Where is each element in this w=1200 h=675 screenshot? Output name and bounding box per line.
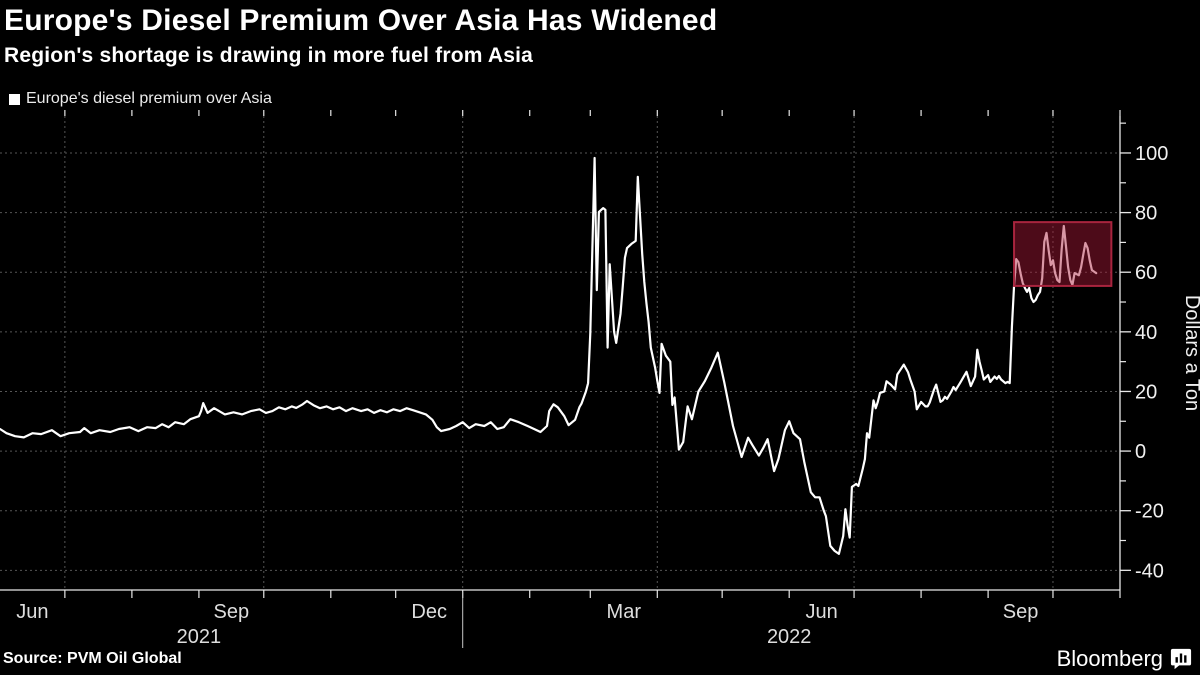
x-month-label: Jun bbox=[805, 601, 837, 623]
source-note: Source: PVM Oil Global bbox=[3, 650, 182, 667]
y-tick-label: 0 bbox=[1135, 441, 1146, 463]
y-tick-label: -20 bbox=[1135, 501, 1164, 523]
bloomberg-branding: Bloomberg bbox=[1057, 646, 1192, 672]
highlight-box bbox=[1013, 221, 1113, 287]
y-tick-label: 80 bbox=[1135, 203, 1157, 225]
x-month-label: Mar bbox=[607, 601, 642, 623]
y-tick-label: 100 bbox=[1135, 143, 1168, 165]
y-tick-label: 60 bbox=[1135, 262, 1157, 284]
y-axis-title: Dollars a Ton bbox=[1181, 295, 1200, 411]
series-line bbox=[0, 156, 1098, 556]
x-month-label: Sep bbox=[214, 601, 250, 623]
chart-title: Europe's Diesel Premium Over Asia Has Wi… bbox=[4, 4, 718, 37]
y-tick-label: 20 bbox=[1135, 381, 1157, 403]
bloomberg-terminal-icon bbox=[1170, 648, 1192, 670]
x-month-label: Dec bbox=[411, 601, 447, 623]
y-tick-label: -40 bbox=[1135, 560, 1164, 582]
x-year-label: 2021 bbox=[177, 626, 222, 648]
y-tick-label: 40 bbox=[1135, 322, 1157, 344]
x-year-label: 2022 bbox=[767, 626, 812, 648]
x-month-label: Jun bbox=[16, 601, 48, 623]
legend: Europe's diesel premium over Asia bbox=[9, 90, 272, 108]
legend-swatch-icon bbox=[9, 93, 20, 105]
x-month-label: Sep bbox=[1003, 601, 1039, 623]
legend-label: Europe's diesel premium over Asia bbox=[26, 90, 272, 107]
bloomberg-wordmark: Bloomberg bbox=[1056, 646, 1163, 671]
chart-subtitle: Region's shortage is drawing in more fue… bbox=[4, 44, 534, 67]
